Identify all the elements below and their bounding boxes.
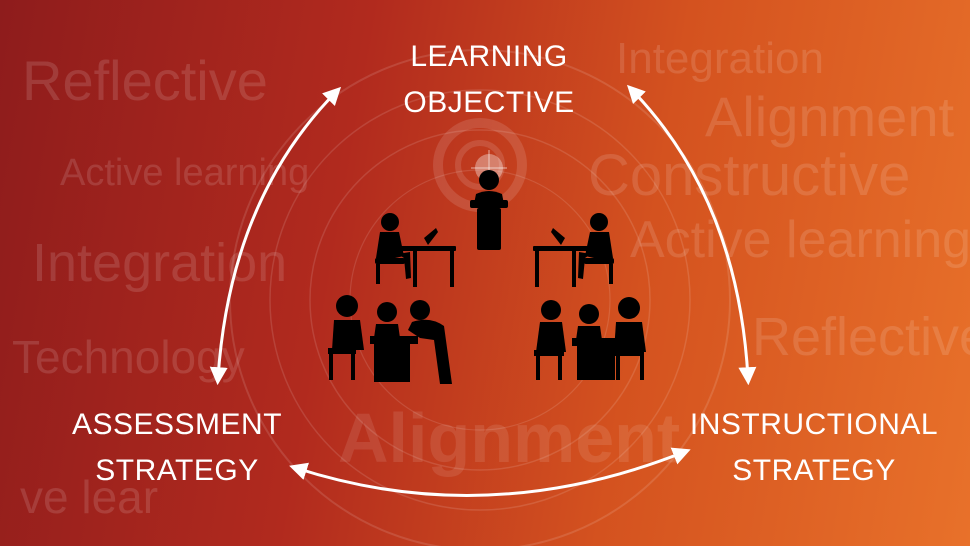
node-label-line: OBJECTIVE [403, 86, 575, 119]
group-discussion-icon [328, 295, 452, 384]
group-discussion-icon [534, 297, 646, 380]
bg-word: Technology [12, 331, 245, 383]
node-label-line: ASSESSMENT [71, 408, 283, 441]
person-at-laptop-icon [533, 213, 614, 287]
arrow-objective-instructional [627, 84, 757, 386]
node-label-line: INSTRUCTIONAL [689, 408, 939, 441]
person-at-laptop-icon [375, 213, 456, 287]
presenter-at-podium-icon [470, 170, 508, 250]
arrow-assessment-instructional [289, 447, 691, 497]
arrow-objective-assessment [209, 86, 342, 386]
bg-word: Integration [616, 34, 824, 83]
bg-word: ve lear [20, 471, 159, 523]
node-assessment-strategy: ASSESSMENT STRATEGY [52, 402, 302, 494]
node-label-line: STRATEGY [95, 454, 259, 487]
node-instructional-strategy: INSTRUCTIONAL STRATEGY [676, 402, 952, 494]
node-label-line: STRATEGY [732, 454, 896, 487]
node-label-line: LEARNING [410, 40, 568, 73]
bg-word: Reflective [752, 307, 970, 367]
node-learning-objective: LEARNING OBJECTIVE [384, 34, 594, 126]
